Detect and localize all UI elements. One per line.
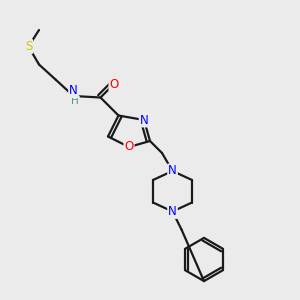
Text: S: S <box>25 40 32 53</box>
Text: N: N <box>168 205 177 218</box>
Text: N: N <box>69 84 78 97</box>
Text: O: O <box>124 140 134 154</box>
Text: N: N <box>168 164 177 178</box>
Text: O: O <box>110 77 118 91</box>
Text: H: H <box>71 96 79 106</box>
Text: N: N <box>140 113 148 127</box>
